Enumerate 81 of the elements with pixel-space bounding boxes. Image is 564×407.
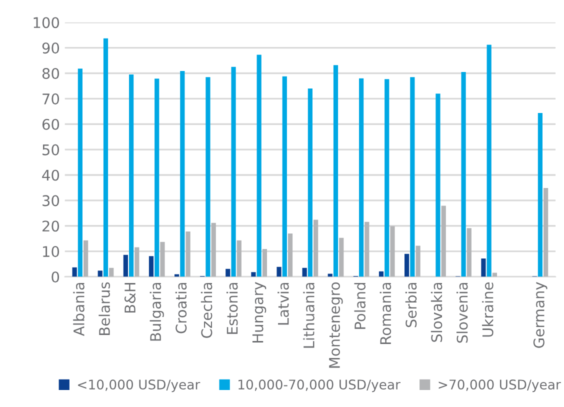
x-tick-label: Ukraine xyxy=(482,282,494,337)
bar xyxy=(160,242,165,277)
bar xyxy=(276,266,282,277)
x-tick-label: Poland xyxy=(354,282,366,329)
bar xyxy=(231,66,236,277)
y-tick-label: 0 xyxy=(52,271,60,283)
y-tick-label: 100 xyxy=(34,17,60,28)
bar xyxy=(390,226,395,277)
y-tick-label: 50 xyxy=(42,144,60,156)
bar xyxy=(109,268,114,277)
x-tick-label: Slovenia xyxy=(456,282,468,343)
bar xyxy=(364,222,370,277)
bar xyxy=(78,68,82,277)
bar xyxy=(98,270,102,277)
bar xyxy=(538,112,543,277)
x-tick-label: Montenegro xyxy=(329,282,343,368)
bar xyxy=(544,188,548,277)
bar xyxy=(134,247,140,277)
bar xyxy=(256,54,262,277)
x-tick-label: Germany xyxy=(533,282,548,348)
bar xyxy=(466,228,472,277)
bar xyxy=(302,268,307,277)
x-tick-label: Lithuania xyxy=(303,282,314,348)
bar xyxy=(211,222,216,277)
x-tick-label: Bulgaria xyxy=(150,282,164,341)
bar xyxy=(174,274,180,277)
bar xyxy=(180,70,185,277)
bar xyxy=(328,274,332,277)
bar xyxy=(123,254,128,277)
bar xyxy=(262,249,268,277)
bar xyxy=(148,256,154,277)
x-tick-label: B&H xyxy=(124,283,136,313)
bar xyxy=(103,38,108,277)
legend-label: 10,000-70,000 USD/year xyxy=(238,380,400,392)
y-tick-label: 90 xyxy=(42,42,60,54)
y-tick-label: 10 xyxy=(43,246,60,258)
bar xyxy=(308,88,312,277)
bar xyxy=(314,220,318,277)
bar xyxy=(486,44,492,277)
x-tick-label: Hungary xyxy=(252,282,266,342)
bar xyxy=(441,206,446,277)
x-tick-label: Albania xyxy=(73,282,84,336)
bar xyxy=(339,238,344,277)
legend-label: <10,000 USD/year xyxy=(78,380,200,392)
bar xyxy=(288,234,293,277)
bar xyxy=(378,271,384,277)
y-tick-label: 80 xyxy=(42,68,60,80)
bar xyxy=(206,77,210,277)
bar xyxy=(236,240,242,277)
bar xyxy=(186,231,190,277)
bar xyxy=(481,258,486,277)
legend-label: >70,000 USD/year xyxy=(438,380,561,392)
bar xyxy=(72,267,77,277)
bar xyxy=(359,78,364,277)
y-tick-label: 20 xyxy=(42,220,60,232)
x-tick-label: Belarus xyxy=(98,282,110,335)
y-tick-label: 70 xyxy=(42,93,60,104)
bar xyxy=(436,94,440,277)
bar xyxy=(84,240,88,277)
y-tick-label: 60 xyxy=(42,118,60,130)
y-tick-label: 30 xyxy=(42,195,60,206)
x-tick-label: Serbia xyxy=(405,282,417,328)
bar xyxy=(384,79,390,277)
bar xyxy=(226,268,230,277)
y-tick-label: 40 xyxy=(42,170,60,181)
x-tick-label: Czechia xyxy=(200,282,212,338)
bar xyxy=(282,76,287,277)
bar xyxy=(154,78,160,277)
bar xyxy=(251,272,256,277)
bar xyxy=(416,246,420,277)
bar xyxy=(410,77,415,277)
x-tick-label: Croatia xyxy=(175,282,187,334)
bar xyxy=(333,65,338,277)
bar xyxy=(129,74,134,277)
bar xyxy=(492,272,498,277)
x-tick-label: Estonia xyxy=(226,282,238,334)
x-tick-label: Latvia xyxy=(278,282,289,325)
x-tick-label: Romania xyxy=(380,282,392,344)
x-tick-label: Slovakia xyxy=(430,282,442,342)
bar xyxy=(461,72,466,277)
bar xyxy=(404,254,410,277)
